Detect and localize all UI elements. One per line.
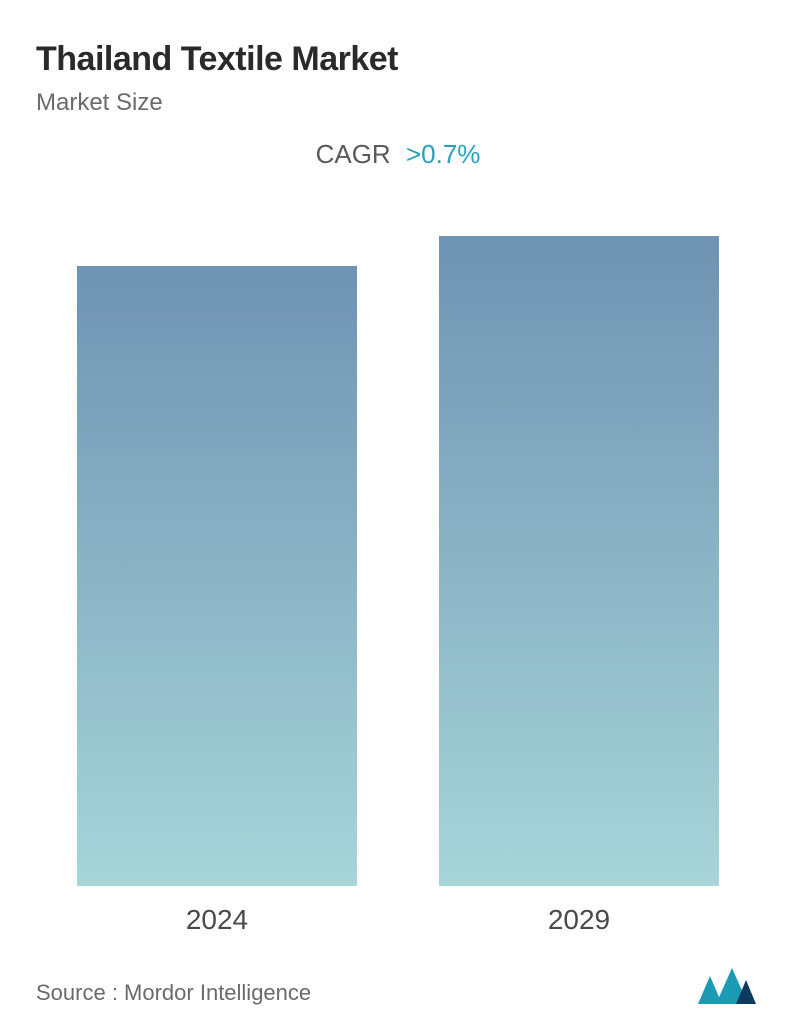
- source-text: Source : Mordor Intelligence: [36, 980, 311, 1006]
- cagr-value: 0.7%: [421, 139, 480, 169]
- cagr-label: CAGR: [316, 139, 391, 169]
- chart-container: Thailand Textile Market Market Size CAGR…: [0, 0, 796, 1034]
- bar-label-2029: 2029: [548, 904, 610, 936]
- bar-2024: [77, 266, 357, 886]
- footer: Source : Mordor Intelligence: [36, 966, 760, 1006]
- bar-wrap-2029: 2029: [416, 236, 742, 886]
- bar-label-2024: 2024: [186, 904, 248, 936]
- cagr-row: CAGR >0.7%: [36, 139, 760, 170]
- brand-logo-icon: [696, 966, 760, 1006]
- bar-chart: 2024 2029: [36, 190, 760, 946]
- bar-wrap-2024: 2024: [54, 266, 380, 886]
- cagr-operator: >: [406, 139, 421, 169]
- bars-group: 2024 2029: [36, 190, 760, 886]
- page-subtitle: Market Size: [36, 89, 760, 117]
- page-title: Thailand Textile Market: [36, 40, 760, 79]
- bar-2029: [439, 236, 719, 886]
